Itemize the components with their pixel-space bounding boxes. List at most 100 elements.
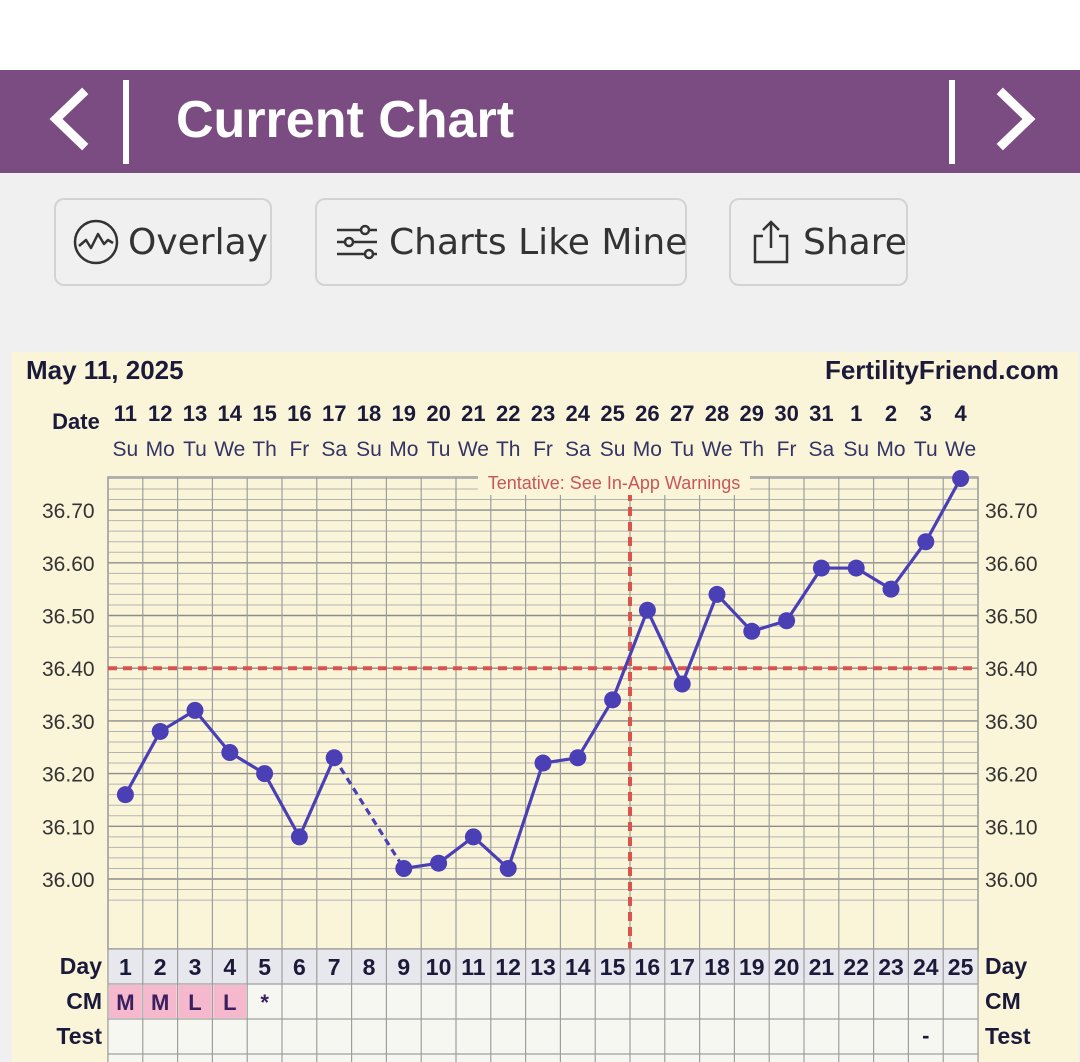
back-button[interactable] (0, 70, 125, 173)
temp-point (151, 722, 169, 740)
weekday-tick: Mo (633, 438, 662, 461)
temp-point (882, 580, 900, 598)
cm-highlight (178, 985, 212, 1018)
date-tick: 22 (496, 401, 520, 426)
cycle-day-tick: 23 (878, 954, 904, 980)
date-tick: 31 (809, 401, 833, 426)
forward-button[interactable] (955, 70, 1080, 173)
temp-point (638, 601, 656, 619)
date-tick: 12 (148, 401, 172, 426)
weekday-tick: Sa (321, 438, 347, 461)
chart-wave-icon (73, 219, 119, 265)
weekday-tick: Sa (565, 438, 591, 461)
weekday-tick: Tu (183, 438, 207, 461)
cycle-day-tick: 10 (426, 954, 452, 980)
temp-point (256, 765, 274, 783)
date-tick: 27 (670, 401, 694, 426)
cycle-day-tick: 17 (669, 954, 695, 980)
temp-line-segment (924, 477, 963, 543)
y-tick-left: 36.40 (42, 658, 95, 681)
y-tick-left: 36.30 (42, 711, 95, 734)
y-tick-right: 36.10 (985, 816, 1038, 839)
cycle-day-tick: 15 (600, 954, 626, 980)
plot-area (107, 476, 979, 950)
temp-point (708, 585, 726, 603)
test-row-label: Test (56, 1023, 102, 1049)
y-tick-left: 36.00 (42, 869, 95, 892)
y-tick-left: 36.60 (42, 553, 95, 576)
cm-value: M (151, 990, 169, 1015)
date-tick: 16 (287, 401, 311, 426)
weekday-tick: Su (600, 438, 626, 461)
temp-point (604, 691, 622, 709)
date-tick: 13 (183, 401, 207, 426)
weekday-tick: Tu (914, 438, 938, 461)
charts-like-mine-label: Charts Like Mine (389, 221, 688, 263)
cycle-day-tick: 16 (635, 954, 661, 980)
temp-point (325, 749, 343, 767)
weekday-tick: Mo (146, 438, 175, 461)
temp-point (499, 859, 517, 877)
weekday-tick: Su (356, 438, 382, 461)
chart-date: May 11, 2025 (26, 355, 184, 385)
header-divider (123, 80, 129, 164)
y-tick-right: 36.00 (985, 869, 1038, 892)
y-tick-left: 36.70 (42, 500, 95, 523)
temp-point (778, 612, 796, 630)
temp-line-segment (576, 698, 614, 759)
date-tick: 30 (774, 401, 798, 426)
weekday-tick: Th (740, 438, 765, 461)
cycle-day-tick: 21 (809, 954, 835, 980)
y-tick-right: 36.70 (985, 500, 1038, 523)
page-title: Current Chart (176, 91, 515, 149)
temp-point (430, 854, 448, 872)
test-row-label-right: Test (985, 1023, 1031, 1049)
cycle-day-tick: 5 (258, 954, 271, 980)
weekday-tick: Tu (670, 438, 694, 461)
cycle-day-tick: 13 (530, 954, 556, 980)
temp-line-segment (263, 772, 301, 838)
weekday-tick: Th (496, 438, 521, 461)
cycle-day-tick: 3 (189, 954, 202, 980)
date-tick: 23 (531, 401, 555, 426)
temp-point (673, 675, 691, 693)
date-tick: 4 (954, 401, 967, 426)
y-tick-left: 36.50 (42, 606, 95, 629)
date-tick: 28 (705, 401, 729, 426)
weekday-tick: We (458, 438, 489, 461)
overlay-button[interactable]: Overlay (54, 198, 272, 286)
cm-value: L (223, 990, 236, 1015)
cycle-day-tick: 8 (363, 954, 376, 980)
y-tick-right: 36.60 (985, 553, 1038, 576)
charts-like-mine-button[interactable]: Charts Like Mine (315, 198, 687, 286)
day-row-label: Day (60, 953, 102, 979)
weekday-tick: We (701, 438, 732, 461)
date-tick: 15 (252, 401, 276, 426)
temp-line-segment (297, 757, 336, 838)
temp-line-segment (506, 762, 545, 869)
share-icon (753, 220, 789, 264)
site-name: FertilityFriend.com (825, 355, 1059, 385)
cm-value: * (260, 990, 269, 1015)
y-tick-right: 36.40 (985, 658, 1038, 681)
temp-point (464, 828, 482, 846)
date-tick: 25 (600, 401, 624, 426)
cm-value: M (116, 990, 134, 1015)
cycle-day-tick: 4 (223, 954, 236, 980)
temp-line-segment (123, 730, 162, 796)
cycle-day-tick: 22 (843, 954, 869, 980)
temp-point (534, 754, 552, 772)
day-row-label-right: Day (985, 953, 1027, 979)
date-tick: 24 (566, 401, 591, 426)
cm-row-label: CM (66, 988, 102, 1014)
temp-point (116, 786, 134, 804)
temp-point (743, 622, 761, 640)
weekday-tick: Su (113, 438, 139, 461)
y-tick-right: 36.30 (985, 711, 1038, 734)
share-button[interactable]: Share (729, 198, 908, 286)
cycle-day-tick: 7 (328, 954, 341, 980)
weekday-tick: We (214, 438, 245, 461)
date-tick: 18 (357, 401, 381, 426)
weekday-tick: Fr (289, 438, 309, 461)
